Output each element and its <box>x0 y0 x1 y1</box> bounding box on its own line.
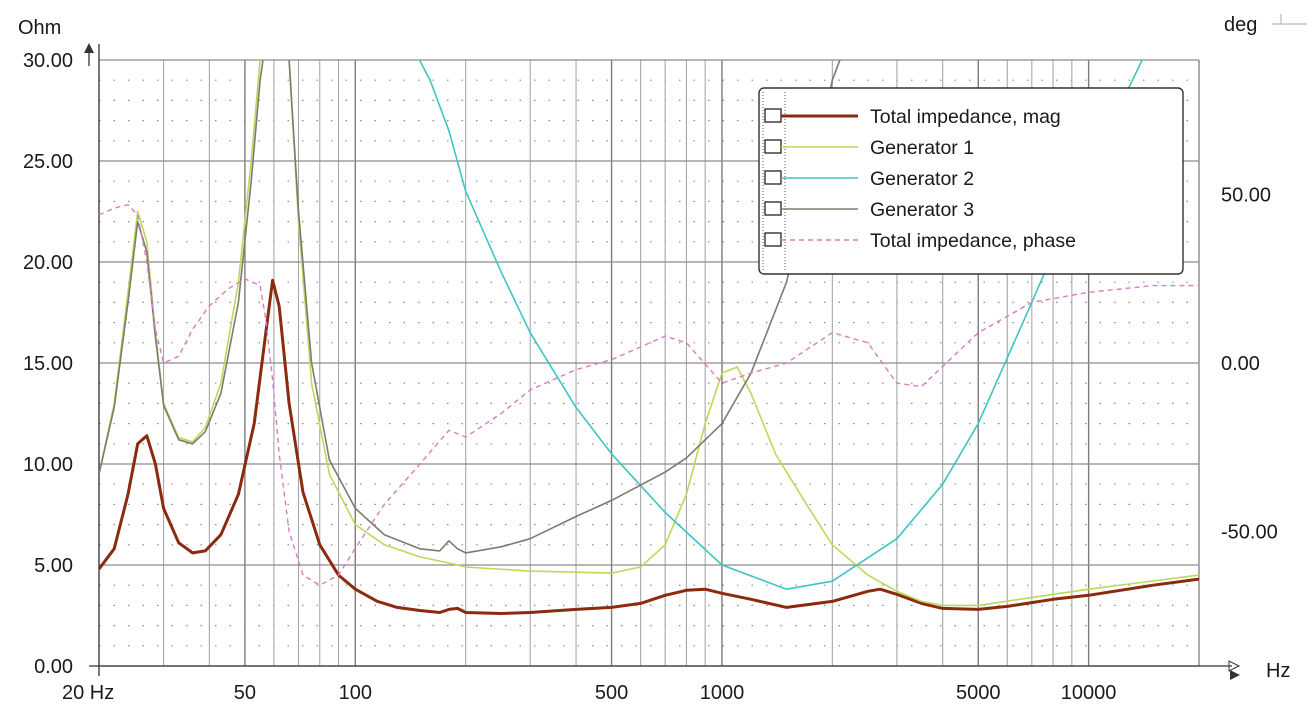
right-y-tick-label: 0.00 <box>1221 353 1260 375</box>
series-line <box>99 278 1199 615</box>
series-line <box>99 204 1199 586</box>
right-y-tick-label: -50.00 <box>1221 521 1278 543</box>
x-tick-label: 1000 <box>700 682 745 704</box>
left-y-tick-label: 5.00 <box>34 555 73 577</box>
left-y-tick-label: 20.00 <box>23 252 73 274</box>
legend-checkbox[interactable] <box>764 232 782 247</box>
legend-label: Generator 1 <box>870 137 974 159</box>
right-unit-label: deg <box>1224 14 1257 36</box>
legend-checkbox[interactable] <box>764 201 782 216</box>
series-line <box>99 60 1199 607</box>
legend-label: Generator 2 <box>870 168 974 190</box>
x-tick-labels: 20 Hz 50 100 500 1000 5000 10000 <box>62 682 1116 704</box>
x-axis-arrow-outline-icon <box>1228 660 1241 672</box>
right-y-tick-labels: -50.00 0.00 50.00 <box>1221 185 1278 544</box>
legend-label: Generator 3 <box>870 199 974 221</box>
legend-checkbox[interactable] <box>764 139 782 154</box>
left-y-tick-label: 25.00 <box>23 151 73 173</box>
left-unit-label: Ohm <box>18 17 61 39</box>
x-tick-label: 10000 <box>1061 682 1117 704</box>
x-tick-label: 100 <box>339 682 372 704</box>
legend-checkbox[interactable] <box>764 108 782 123</box>
x-axis-arrow-icon <box>1230 670 1240 680</box>
corner-resize-icon[interactable] <box>1272 14 1307 25</box>
legend-label: Total impedance, phase <box>870 230 1076 252</box>
right-y-tick-label: 50.00 <box>1221 185 1271 207</box>
left-y-tick-labels: 0.00 5.00 10.00 15.00 20.00 25.00 30.00 <box>23 50 73 678</box>
legend-label: Total impedance, mag <box>870 106 1061 128</box>
axes <box>84 43 1241 680</box>
legend-checkbox[interactable] <box>764 170 782 185</box>
left-y-tick-label: 0.00 <box>34 656 73 678</box>
legend-box <box>758 87 1184 275</box>
series-line <box>99 60 841 554</box>
legend: Total impedance, mag Generator 1 Generator… <box>758 87 1184 275</box>
x-tick-label: 500 <box>595 682 628 704</box>
x-tick-label: 5000 <box>956 682 1001 704</box>
left-y-tick-label: 30.00 <box>23 50 73 72</box>
x-unit-label: Hz <box>1266 660 1290 682</box>
left-y-tick-label: 15.00 <box>23 353 73 375</box>
left-y-tick-label: 10.00 <box>23 454 73 476</box>
x-tick-label: 50 <box>234 682 256 704</box>
x-tick-label: 20 Hz <box>62 682 114 704</box>
